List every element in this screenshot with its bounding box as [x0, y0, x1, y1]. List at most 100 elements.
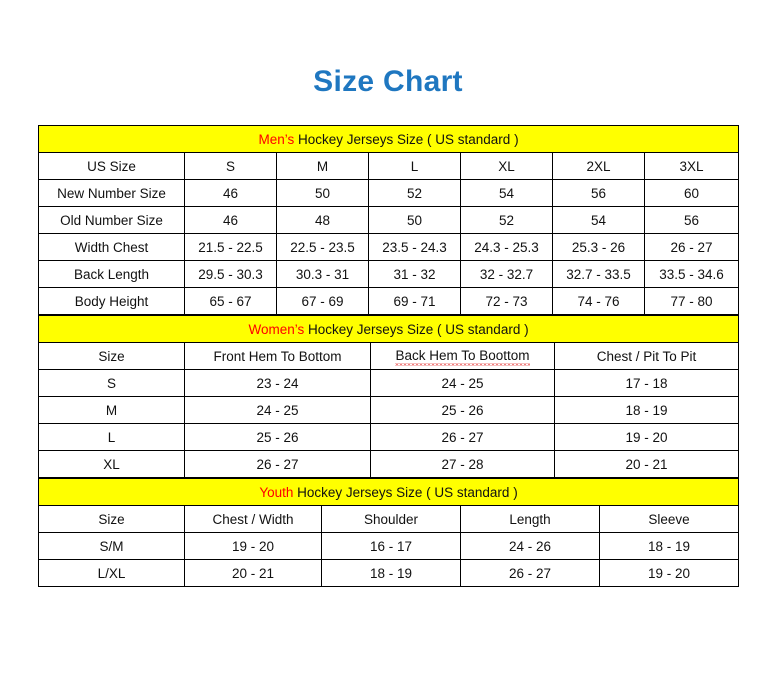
- mens-cell: 24.3 - 25.3: [460, 233, 553, 261]
- table-row: L/XL 20 - 21 18 - 19 26 - 27 19 - 20: [38, 559, 739, 587]
- mens-row-label: Back Length: [38, 260, 185, 288]
- womens-cell: 27 - 28: [370, 450, 555, 478]
- womens-cell: 25 - 26: [370, 396, 555, 424]
- womens-banner-accent: Women’s: [248, 321, 305, 337]
- youth-cell: 19 - 20: [184, 532, 322, 560]
- mens-cell: 54: [552, 206, 645, 234]
- mens-cell: 46: [184, 206, 277, 234]
- youth-cell: 16 - 17: [321, 532, 461, 560]
- mens-col-0: US Size: [38, 152, 185, 180]
- youth-column-header-row: Size Chest / Width Shoulder Length Sleev…: [38, 505, 739, 533]
- womens-col-0: Size: [38, 342, 185, 370]
- mens-cell: 33.5 - 34.6: [643, 260, 740, 288]
- youth-col-3: Length: [460, 505, 600, 533]
- mens-cell: 50: [276, 179, 369, 207]
- youth-col-1: Chest / Width: [184, 505, 322, 533]
- youth-banner-cell: Youth Hockey Jerseys Size ( US standard …: [38, 478, 739, 506]
- page-title: Size Chart: [313, 65, 463, 98]
- youth-col-2: Shoulder: [321, 505, 461, 533]
- mens-cell: 46: [184, 179, 277, 207]
- mens-cell: 32 - 32.7: [460, 260, 553, 288]
- youth-col-0: Size: [38, 505, 185, 533]
- mens-cell: 22.5 - 23.5: [276, 233, 369, 261]
- womens-banner-cell: Women’s Hockey Jerseys Size ( US standar…: [37, 315, 740, 343]
- youth-cell: 19 - 20: [599, 559, 739, 587]
- mens-cell: 60: [643, 179, 740, 207]
- table-row: Back Length 29.5 - 30.3 30.3 - 31 31 - 3…: [38, 260, 740, 288]
- table-row: S/M 19 - 20 16 - 17 24 - 26 18 - 19: [38, 532, 739, 560]
- womens-cell: 26 - 27: [370, 423, 555, 451]
- youth-size-table: Youth Hockey Jerseys Size ( US standard …: [38, 478, 739, 587]
- womens-col-1: Front Hem To Bottom: [184, 342, 371, 370]
- mens-cell: 26 - 27: [643, 233, 740, 261]
- youth-cell: 18 - 19: [599, 532, 739, 560]
- mens-section-banner: Men’s Hockey Jerseys Size ( US standard …: [37, 125, 740, 153]
- mens-cell: 52: [460, 206, 553, 234]
- youth-banner-rest: Hockey Jerseys Size ( US standard ): [293, 484, 518, 500]
- mens-col-4: XL: [460, 152, 553, 180]
- mens-banner-cell: Men’s Hockey Jerseys Size ( US standard …: [37, 125, 740, 153]
- mens-size-table: Men’s Hockey Jerseys Size ( US standard …: [37, 125, 740, 315]
- table-row: XL 26 - 27 27 - 28 20 - 21: [38, 450, 740, 478]
- womens-cell: 24 - 25: [370, 369, 555, 397]
- mens-cell: 65 - 67: [184, 287, 277, 315]
- womens-cell: 19 - 20: [553, 423, 740, 451]
- youth-cell: 26 - 27: [460, 559, 600, 587]
- womens-banner-rest: Hockey Jerseys Size ( US standard ): [304, 321, 529, 337]
- mens-row-label: Old Number Size: [38, 206, 185, 234]
- youth-cell: 24 - 26: [460, 532, 600, 560]
- youth-row-label: S/M: [38, 532, 185, 560]
- womens-row-label: XL: [38, 450, 185, 478]
- mens-cell: 67 - 69: [276, 287, 369, 315]
- youth-cell: 20 - 21: [184, 559, 322, 587]
- womens-cell: 18 - 19: [553, 396, 740, 424]
- table-row: Width Chest 21.5 - 22.5 22.5 - 23.5 23.5…: [38, 233, 740, 261]
- mens-cell: 72 - 73: [460, 287, 553, 315]
- mens-cell: 48: [276, 206, 369, 234]
- mens-cell: 52: [368, 179, 461, 207]
- mens-row-label: New Number Size: [38, 179, 185, 207]
- mens-cell: 56: [552, 179, 645, 207]
- mens-banner-rest: Hockey Jerseys Size ( US standard ): [294, 131, 519, 147]
- womens-cell: 23 - 24: [184, 369, 371, 397]
- mens-row-label: Body Height: [38, 287, 185, 315]
- mens-col-6: 3XL: [643, 152, 740, 180]
- womens-column-header-row: Size Front Hem To Bottom Back Hem To Boo…: [38, 342, 740, 370]
- mens-cell: 30.3 - 31: [276, 260, 369, 288]
- table-row: Old Number Size 46 48 50 52 54 56: [38, 206, 740, 234]
- mens-cell: 31 - 32: [368, 260, 461, 288]
- womens-row-label: S: [38, 369, 185, 397]
- youth-section-banner: Youth Hockey Jerseys Size ( US standard …: [38, 478, 739, 506]
- size-tables-container: Men’s Hockey Jerseys Size ( US standard …: [37, 125, 740, 587]
- table-row: L 25 - 26 26 - 27 19 - 20: [38, 423, 740, 451]
- mens-cell: 50: [368, 206, 461, 234]
- womens-cell: 26 - 27: [184, 450, 371, 478]
- mens-col-2: M: [276, 152, 369, 180]
- mens-banner-accent: Men’s: [258, 131, 295, 147]
- table-row: M 24 - 25 25 - 26 18 - 19: [38, 396, 740, 424]
- womens-cell: 20 - 21: [553, 450, 740, 478]
- womens-row-label: M: [38, 396, 185, 424]
- youth-row-label: L/XL: [38, 559, 185, 587]
- womens-col-3: Chest / Pit To Pit: [553, 342, 740, 370]
- table-row: Body Height 65 - 67 67 - 69 69 - 71 72 -…: [38, 287, 740, 315]
- mens-col-1: S: [184, 152, 277, 180]
- mens-cell: 25.3 - 26: [552, 233, 645, 261]
- mens-cell: 77 - 80: [643, 287, 740, 315]
- youth-cell: 18 - 19: [321, 559, 461, 587]
- misspelled-column-label: Back Hem To Boottom: [395, 348, 530, 366]
- table-row: New Number Size 46 50 52 54 56 60: [38, 179, 740, 207]
- mens-col-3: L: [368, 152, 461, 180]
- womens-size-table: Women’s Hockey Jerseys Size ( US standar…: [37, 315, 740, 478]
- womens-col-2: Back Hem To Boottom: [370, 342, 555, 370]
- mens-cell: 69 - 71: [368, 287, 461, 315]
- mens-col-5: 2XL: [552, 152, 645, 180]
- womens-cell: 25 - 26: [184, 423, 371, 451]
- mens-cell: 56: [643, 206, 740, 234]
- table-row: S 23 - 24 24 - 25 17 - 18: [38, 369, 740, 397]
- womens-cell: 17 - 18: [553, 369, 740, 397]
- womens-row-label: L: [38, 423, 185, 451]
- mens-cell: 29.5 - 30.3: [184, 260, 277, 288]
- youth-col-4: Sleeve: [599, 505, 739, 533]
